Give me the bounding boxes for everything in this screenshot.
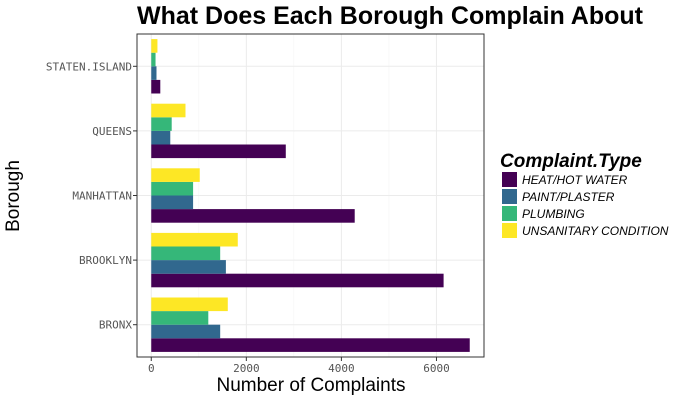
legend-label-unsanitary-condition: UNSANITARY CONDITION — [522, 224, 669, 238]
legend-label-plumbing: PLUMBING — [522, 207, 585, 221]
y-axis-title: Borough — [3, 160, 24, 232]
bar-bronx-heat-hot-water — [151, 338, 470, 352]
legend-swatch-plumbing — [502, 206, 517, 221]
x-tick-label: 0 — [148, 362, 155, 375]
legend-swatch-heat-hot-water — [502, 172, 517, 187]
bar-staten-island-heat-hot-water — [151, 79, 161, 94]
x-tick-label: 2000 — [233, 362, 260, 375]
legend-label-paint-plaster: PAINT/PLASTER — [522, 190, 615, 204]
bar-brooklyn-plumbing — [151, 246, 221, 261]
bar-queens-heat-hot-water — [151, 144, 286, 159]
legend-title: Complaint.Type — [500, 151, 642, 172]
bar-staten-island-plumbing — [151, 52, 156, 67]
bar-bronx-unsanitary-condition — [151, 297, 228, 312]
legend-items: HEAT/HOT WATER PAINT/PLASTER PLUMBING UNSAN… — [502, 172, 669, 238]
bar-queens-paint-plaster — [151, 130, 171, 145]
bar-staten-island-unsanitary-condition — [151, 39, 158, 53]
bar-staten-island-paint-plaster — [151, 66, 157, 80]
legend-swatch-paint-plaster — [502, 189, 517, 204]
x-tick-label: 4000 — [328, 362, 355, 375]
bar-bronx-paint-plaster — [151, 324, 221, 339]
y-tick-label-manhattan: MANHATTAN — [72, 190, 132, 203]
chart-title: What Does Each Borough Complain About — [137, 2, 644, 30]
bar-bronx-plumbing — [151, 311, 209, 325]
y-tick-label-queens: QUEENS — [92, 125, 132, 138]
bar-queens-unsanitary-condition — [151, 103, 186, 118]
x-tick-label: 6000 — [423, 362, 450, 375]
y-tick-label-bronx: BRONX — [99, 319, 132, 332]
legend-swatch-unsanitary-condition — [502, 223, 517, 238]
y-tick-label-staten-island: STATEN.ISLAND — [46, 60, 132, 73]
gridlines — [137, 34, 484, 357]
x-axis-title: Number of Complaints — [216, 375, 405, 396]
bar-manhattan-heat-hot-water — [151, 209, 355, 223]
bar-manhattan-paint-plaster — [151, 195, 194, 210]
y-tick-label-brooklyn: BROOKLYN — [79, 254, 132, 267]
bar-brooklyn-heat-hot-water — [151, 273, 444, 288]
bar-brooklyn-paint-plaster — [151, 260, 226, 274]
legend: Complaint.Type HEAT/HOT WATER PAINT/PLAST… — [500, 151, 669, 238]
x-axis-ticks: 0 2000 4000 6000 — [148, 357, 450, 375]
bar-manhattan-unsanitary-condition — [151, 168, 200, 182]
bar-manhattan-plumbing — [151, 181, 194, 196]
bars — [151, 39, 470, 352]
bar-brooklyn-unsanitary-condition — [151, 232, 238, 247]
legend-label-heat-hot-water: HEAT/HOT WATER — [522, 173, 628, 187]
y-axis-ticks: BRONX BROOKLYN MANHATTAN QUEENS STATEN.ISLAN… — [46, 60, 137, 332]
bar-queens-plumbing — [151, 117, 172, 131]
